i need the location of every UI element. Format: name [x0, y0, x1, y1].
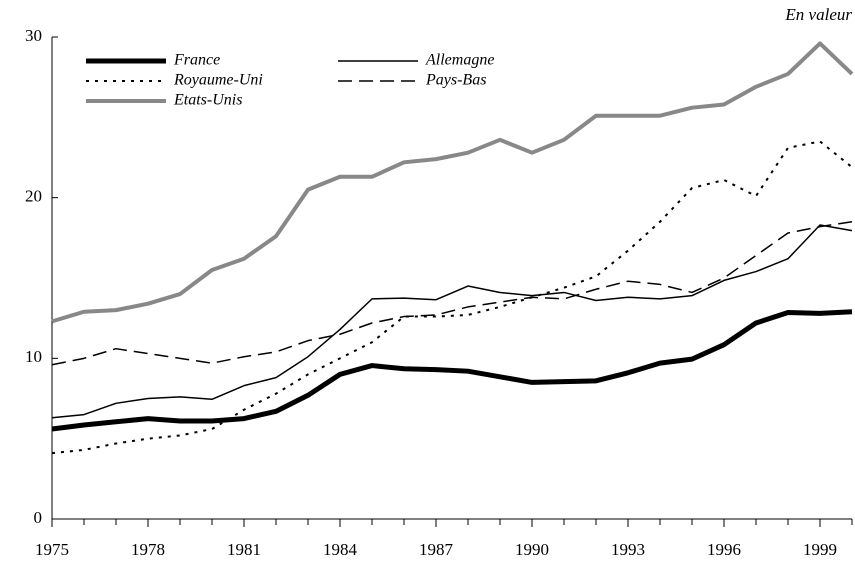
x-tick-label: 1984 [323, 540, 358, 559]
y-tick-label: 0 [34, 508, 43, 527]
legend-label: Allemagne [425, 52, 494, 69]
x-tick-label: 1975 [35, 540, 69, 559]
series-line [51, 309, 853, 432]
y-tick-label: 20 [25, 187, 42, 206]
legend-label: Royaume-Uni [173, 72, 263, 89]
x-tick-label: 1999 [803, 540, 837, 559]
annotation: En valeur [784, 5, 852, 24]
series-line [51, 221, 853, 366]
x-tick-label: 1987 [419, 540, 454, 559]
x-tick-label: 1996 [707, 540, 741, 559]
x-tick-label: 1990 [515, 540, 549, 559]
x-tick-label: 1978 [131, 540, 165, 559]
legend-label: Etats-Unis [173, 92, 242, 109]
legend-label: France [173, 52, 220, 69]
y-tick-label: 10 [25, 347, 42, 366]
series-line [51, 41, 854, 324]
x-tick-label: 1993 [611, 540, 645, 559]
y-tick-label: 30 [25, 26, 42, 45]
series-line [51, 140, 853, 455]
series-line [51, 224, 853, 419]
x-tick-label: 1981 [227, 540, 261, 559]
legend-label: Pays-Bas [425, 72, 486, 89]
